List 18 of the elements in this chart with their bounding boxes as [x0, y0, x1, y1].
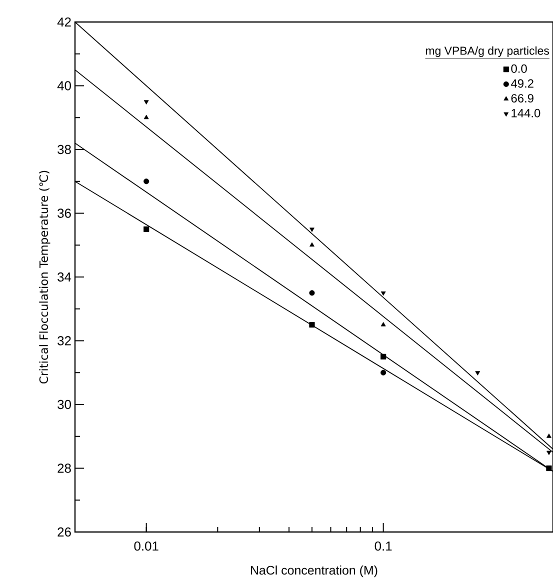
legend-label: 144.0 — [512, 108, 540, 118]
y-tick-label: 28 — [58, 464, 71, 473]
legend-label: 49.2 — [511, 79, 534, 88]
y-tick-label: 26 — [58, 527, 71, 537]
y-tick-label: 36 — [58, 208, 71, 218]
y-tick-label: 30 — [58, 400, 71, 410]
y-tick-label: 32 — [58, 336, 71, 346]
x-tick-label: 0.01 — [134, 542, 158, 551]
x-tick-label: 0.1 — [374, 542, 392, 551]
y-tick-label: 38 — [58, 144, 71, 154]
legend-title: mg VPBA/g dry particles — [426, 46, 549, 58]
x-axis-title: NaCl concentration (M) — [250, 566, 378, 578]
y-axis-title: Critical Flocculation Temperature (℃) — [39, 170, 50, 384]
legend-label: 66.9 — [511, 94, 534, 103]
legend-label: 0.0 — [511, 64, 527, 73]
y-tick-label: 34 — [58, 272, 72, 282]
y-tick-label: 42 — [57, 17, 71, 27]
y-tick-label: 40 — [57, 81, 71, 90]
